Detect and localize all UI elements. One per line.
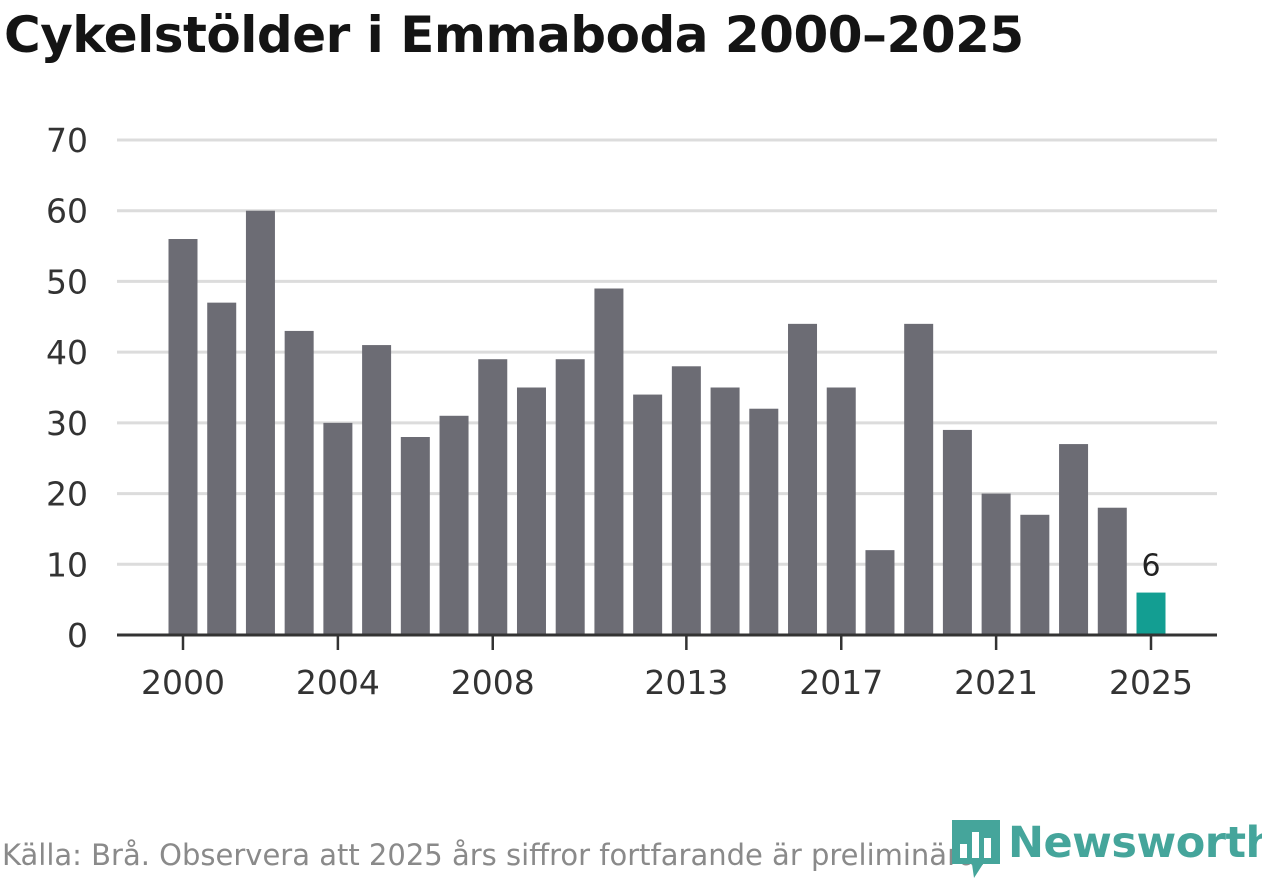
bar-2000[interactable] — [168, 239, 198, 635]
bar-2007[interactable] — [439, 415, 469, 635]
bar-2002[interactable] — [245, 210, 275, 635]
bar-2021[interactable] — [981, 493, 1011, 635]
x-tick-label: 2004 — [296, 663, 380, 702]
grid-lines — [117, 138, 1217, 566]
bar-2008[interactable] — [478, 359, 508, 635]
x-tick-label: 2017 — [799, 663, 883, 702]
y-tick-label: 60 — [46, 192, 88, 231]
bar-2012[interactable] — [633, 394, 663, 635]
x-axis-labels: 2000 2004 2008 2013 2017 2021 2025 — [141, 663, 1193, 702]
newsworthy-logo[interactable]: Newsworthy — [950, 818, 1262, 880]
x-tick-label: 2000 — [141, 663, 225, 702]
y-tick-label: 10 — [46, 545, 88, 584]
y-tick-label: 0 — [67, 616, 88, 655]
x-tick-label: 2025 — [1109, 663, 1193, 702]
bar-2013[interactable] — [671, 366, 701, 635]
data-labels: 6 — [1141, 549, 1160, 584]
bar-2022[interactable] — [1020, 514, 1050, 635]
bar-2005[interactable] — [362, 345, 392, 635]
bar-2001[interactable] — [207, 302, 237, 635]
bar-chart: 0 10 20 30 40 50 60 70 2000 2004 2008 2013 2017 2021… — [46, 121, 1217, 702]
bar-2016[interactable] — [788, 323, 818, 635]
bar-2025[interactable] — [1136, 592, 1166, 635]
y-tick-label: 30 — [46, 404, 88, 443]
source-note: Källa: Brå. Observera att 2025 års siffr… — [2, 838, 986, 872]
x-tick-label: 2021 — [954, 663, 1038, 702]
bar-2014[interactable] — [710, 387, 740, 636]
chart-title: Cykelstölder i Emmaboda 2000–2025 — [4, 6, 1024, 64]
bar-2019[interactable] — [904, 323, 934, 635]
bar-2003[interactable] — [284, 330, 314, 635]
x-tick-label: 2008 — [451, 663, 535, 702]
y-tick-label: 20 — [46, 475, 88, 514]
bar-2011[interactable] — [594, 288, 624, 636]
bar-2017[interactable] — [826, 387, 856, 636]
bar-chart-icon — [952, 820, 1000, 878]
bars — [168, 210, 1166, 636]
bar-2023[interactable] — [1059, 444, 1089, 635]
y-tick-label: 40 — [46, 333, 88, 372]
bar-2009[interactable] — [516, 387, 546, 636]
bar-2015[interactable] — [749, 408, 779, 635]
bar-2024[interactable] — [1097, 507, 1127, 635]
x-axis — [117, 633, 1217, 650]
bar-2018[interactable] — [865, 550, 895, 635]
data-label-2025: 6 — [1141, 549, 1160, 584]
y-tick-label: 50 — [46, 262, 88, 301]
logo-text: Newsworthy — [1008, 818, 1262, 868]
bar-2020[interactable] — [942, 429, 972, 635]
y-axis-labels: 0 10 20 30 40 50 60 70 — [46, 121, 88, 655]
y-tick-label: 70 — [46, 121, 88, 160]
bar-2006[interactable] — [400, 437, 430, 635]
bar-2004[interactable] — [323, 422, 353, 635]
bar-2010[interactable] — [555, 359, 585, 635]
x-tick-label: 2013 — [644, 663, 728, 702]
